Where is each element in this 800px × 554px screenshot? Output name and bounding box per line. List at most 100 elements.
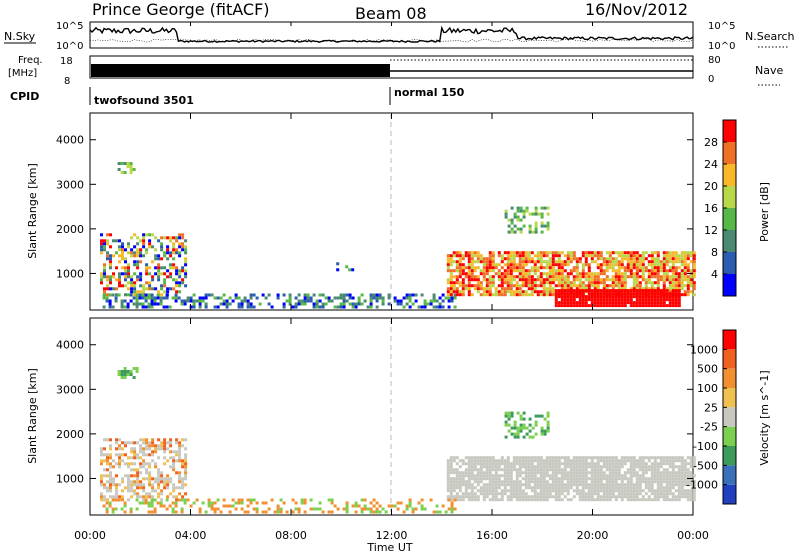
range-cell <box>599 257 603 261</box>
range-cell <box>494 483 498 487</box>
range-cell <box>623 269 627 273</box>
range-cell <box>479 287 483 291</box>
range-cell <box>665 287 669 291</box>
range-cell <box>178 459 182 463</box>
range-cell <box>533 486 537 490</box>
range-cell <box>587 465 591 469</box>
range-cell <box>662 474 666 478</box>
range-cell <box>464 486 468 490</box>
range-cell <box>109 462 112 466</box>
range-cell <box>581 456 585 460</box>
range-cell <box>644 292 648 296</box>
range-cell <box>584 260 588 264</box>
range-cell <box>644 480 648 484</box>
range-cell <box>626 263 630 267</box>
range-cell <box>593 284 597 288</box>
range-cell <box>689 281 693 285</box>
range-cell <box>195 299 199 303</box>
range-cell <box>518 495 522 499</box>
range-cell <box>617 471 621 475</box>
range-cell <box>587 284 591 288</box>
range-cell <box>524 290 528 294</box>
range-cell <box>668 281 672 285</box>
range-cell <box>491 284 495 288</box>
range-cell <box>178 456 182 460</box>
range-cell <box>518 269 522 273</box>
range-cell <box>237 498 241 502</box>
range-cell <box>677 254 681 258</box>
y-tick-label: 4000 <box>56 339 84 352</box>
range-cell <box>611 292 615 296</box>
range-cell <box>503 465 507 469</box>
range-cell <box>599 269 603 273</box>
range-cell <box>515 486 519 490</box>
range-cell <box>638 304 642 308</box>
range-cell <box>641 489 645 493</box>
range-cell <box>482 459 486 463</box>
range-cell <box>282 302 286 306</box>
range-cell <box>617 278 621 282</box>
range-cell <box>183 302 187 306</box>
range-cell <box>593 278 597 282</box>
range-cell <box>175 284 179 288</box>
range-cell <box>543 417 547 421</box>
range-cell <box>596 266 600 270</box>
range-cell <box>662 477 666 481</box>
range-cell <box>512 489 516 493</box>
range-cell <box>617 260 621 264</box>
range-cell <box>396 302 400 306</box>
range-cell <box>500 257 504 261</box>
range-cell <box>560 498 564 502</box>
range-cell <box>522 209 526 213</box>
range-cell <box>656 474 660 478</box>
range-cell <box>527 269 531 273</box>
range-cell <box>554 275 558 279</box>
range-cell <box>659 459 663 463</box>
range-cell <box>578 465 582 469</box>
range-cell <box>653 260 657 264</box>
range-cell <box>563 260 567 264</box>
range-cell <box>506 495 510 499</box>
range-cell <box>545 278 549 282</box>
range-cell <box>647 289 651 293</box>
range-cell <box>115 266 118 270</box>
range-cell <box>473 474 477 478</box>
range-cell <box>479 260 483 264</box>
range-cell <box>611 260 615 264</box>
range-cell <box>521 278 525 282</box>
range-cell <box>184 462 188 466</box>
range-cell <box>542 266 546 270</box>
range-cell <box>632 483 636 487</box>
range-cell <box>584 486 588 490</box>
range-cell <box>641 471 645 475</box>
range-cell <box>635 495 639 499</box>
range-cell <box>168 305 172 309</box>
range-cell <box>662 295 666 299</box>
range-cell <box>518 492 522 496</box>
range-cell <box>614 257 618 261</box>
range-cell <box>602 486 606 490</box>
range-cell <box>644 486 648 490</box>
range-cell <box>608 471 612 475</box>
range-cell <box>506 251 510 255</box>
range-cell <box>638 281 642 285</box>
range-cell <box>572 474 576 478</box>
range-cell <box>566 480 570 484</box>
range-cell <box>560 260 564 264</box>
range-cell <box>671 275 675 279</box>
range-cell <box>139 254 143 258</box>
range-cell <box>458 480 462 484</box>
range-cell <box>449 492 453 496</box>
range-cell <box>569 471 573 475</box>
range-cell <box>617 254 621 258</box>
range-cell <box>127 275 130 279</box>
range-cell <box>127 251 130 255</box>
range-cell <box>530 468 534 472</box>
range-cell <box>665 298 669 302</box>
range-cell <box>133 453 137 457</box>
range-cell <box>497 263 501 267</box>
range-cell <box>512 263 516 267</box>
range-cell <box>665 289 669 293</box>
range-cell <box>668 266 672 270</box>
range-cell <box>605 498 609 502</box>
